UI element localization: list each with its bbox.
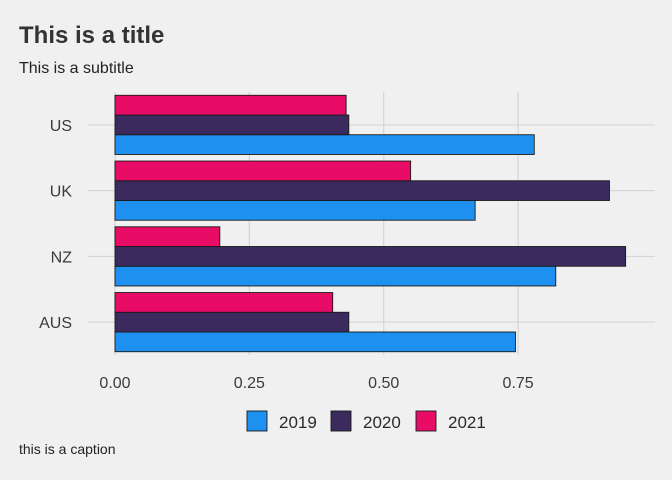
chart-subtitle: This is a subtitle xyxy=(19,60,134,77)
bar-aus-2021 xyxy=(114,292,334,313)
x-tick-label-3: 0.75 xyxy=(503,375,534,392)
bar-uk-2021 xyxy=(114,160,412,182)
legend-label-2020: 2020 xyxy=(363,413,401,432)
y-tick-label-uk: UK xyxy=(50,184,73,201)
chart-title: This is a title xyxy=(19,22,165,49)
bar-nz-2021 xyxy=(114,226,221,247)
bar-us-2020 xyxy=(114,114,350,136)
legend-key-2019 xyxy=(246,410,268,432)
x-tick-label-2: 0.50 xyxy=(368,375,399,392)
bar-us-2021 xyxy=(114,94,347,116)
bar-us-2019 xyxy=(114,134,535,155)
legend-key-2021 xyxy=(415,410,437,432)
bar-uk-2019 xyxy=(114,200,476,221)
x-tick-label-1: 0.25 xyxy=(234,375,265,392)
y-tick-label-nz: NZ xyxy=(51,249,73,266)
bar-aus-2020 xyxy=(114,311,350,333)
y-tick-label-aus: AUS xyxy=(39,315,72,332)
bar-aus-2019 xyxy=(114,331,516,353)
legend-label-2019: 2019 xyxy=(279,413,317,432)
legend-key-2020 xyxy=(330,410,352,432)
x-tick-label-0: 0.00 xyxy=(99,375,130,392)
bar-nz-2020 xyxy=(114,246,627,267)
chart-caption: this is a caption xyxy=(19,441,116,457)
legend-label-2021: 2021 xyxy=(448,413,486,432)
bar-uk-2020 xyxy=(114,180,610,201)
y-tick-label-us: US xyxy=(50,118,72,135)
bar-nz-2019 xyxy=(114,265,557,287)
